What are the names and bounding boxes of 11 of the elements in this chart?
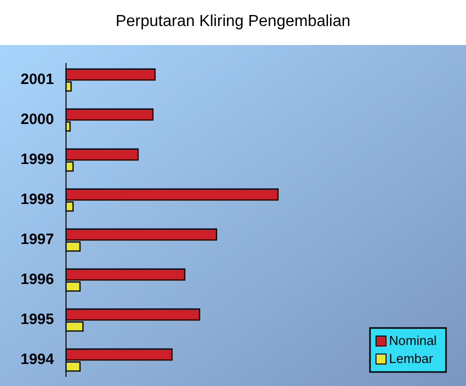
legend-label: Nominal	[389, 333, 437, 348]
y-tick-label: 1999	[20, 151, 54, 168]
y-tick-label: 2001	[20, 71, 54, 88]
y-tick-label: 2000	[20, 111, 54, 128]
y-tick-label: 1997	[20, 231, 54, 248]
y-tick-label: 1998	[20, 191, 54, 208]
y-tick-label: 1996	[20, 271, 54, 288]
legend-label: Lembar	[389, 351, 434, 366]
y-tick-label: 1994	[20, 351, 55, 368]
chart-title: Perputaran Kliring Pengembalian	[116, 13, 350, 30]
y-tick-label: 1995	[20, 311, 54, 328]
